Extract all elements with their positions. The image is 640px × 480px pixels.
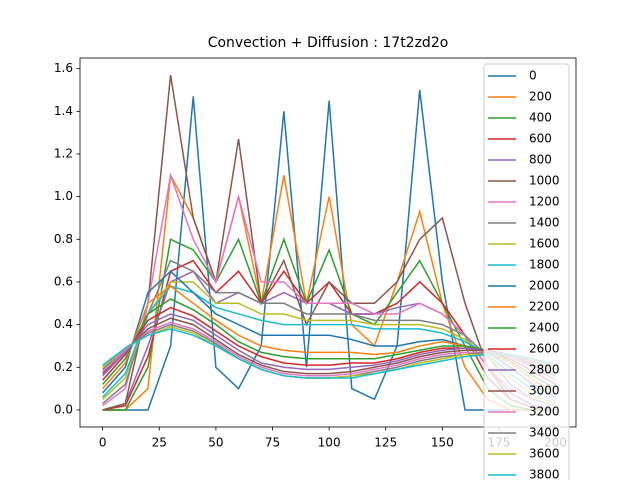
legend-label: 800 (529, 153, 552, 167)
legend-label: 1000 (529, 174, 560, 188)
legend-label: 200 (529, 90, 552, 104)
y-tick-label: 1.0 (54, 189, 73, 203)
legend-label: 3400 (529, 426, 560, 440)
legend-label: 1400 (529, 216, 560, 230)
y-tick-label: 1.6 (54, 61, 73, 75)
x-tick-label: 50 (208, 436, 223, 450)
legend-label: 2400 (529, 321, 560, 335)
x-tick-label: 25 (152, 436, 167, 450)
legend-label: 400 (529, 111, 552, 125)
x-tick-label: 75 (265, 436, 280, 450)
chart-title: Convection + Diffusion : 17t2zd2o (208, 35, 449, 51)
legend-label: 3800 (529, 468, 560, 480)
x-tick-label: 150 (431, 436, 454, 450)
legend-label: 1800 (529, 258, 560, 272)
x-tick-label: 125 (374, 436, 397, 450)
x-tick-label: 100 (318, 436, 341, 450)
series-line (102, 328, 556, 379)
legend-label: 2600 (529, 342, 560, 356)
legend-label: 2000 (529, 279, 560, 293)
series-line (102, 237, 556, 411)
legend-label: 2800 (529, 363, 560, 377)
y-tick-label: 0.0 (54, 402, 73, 416)
plot-frame (79, 57, 577, 428)
series-line (102, 89, 556, 411)
y-tick-label: 0.8 (54, 232, 73, 246)
series-line (102, 172, 556, 407)
series-line (102, 172, 556, 411)
legend-label: 1600 (529, 237, 560, 251)
series-line (102, 317, 556, 377)
x-tick-label: 0 (99, 436, 107, 450)
legend-label: 600 (529, 132, 552, 146)
legend-label: 3000 (529, 384, 560, 398)
legend-label: 2200 (529, 300, 560, 314)
y-tick-label: 1.4 (54, 104, 73, 118)
legend-label: 3600 (529, 447, 560, 461)
y-tick-label: 0.4 (54, 317, 73, 331)
legend-label: 1200 (529, 195, 560, 209)
legend-label: 3200 (529, 405, 560, 419)
plot-lines (102, 74, 556, 411)
y-tick-label: 0.2 (54, 360, 73, 374)
y-tick-label: 1.2 (54, 146, 73, 160)
series-line (102, 74, 556, 411)
y-tick-label: 0.6 (54, 274, 73, 288)
legend-label: 0 (529, 69, 537, 83)
legend-box (483, 63, 570, 480)
